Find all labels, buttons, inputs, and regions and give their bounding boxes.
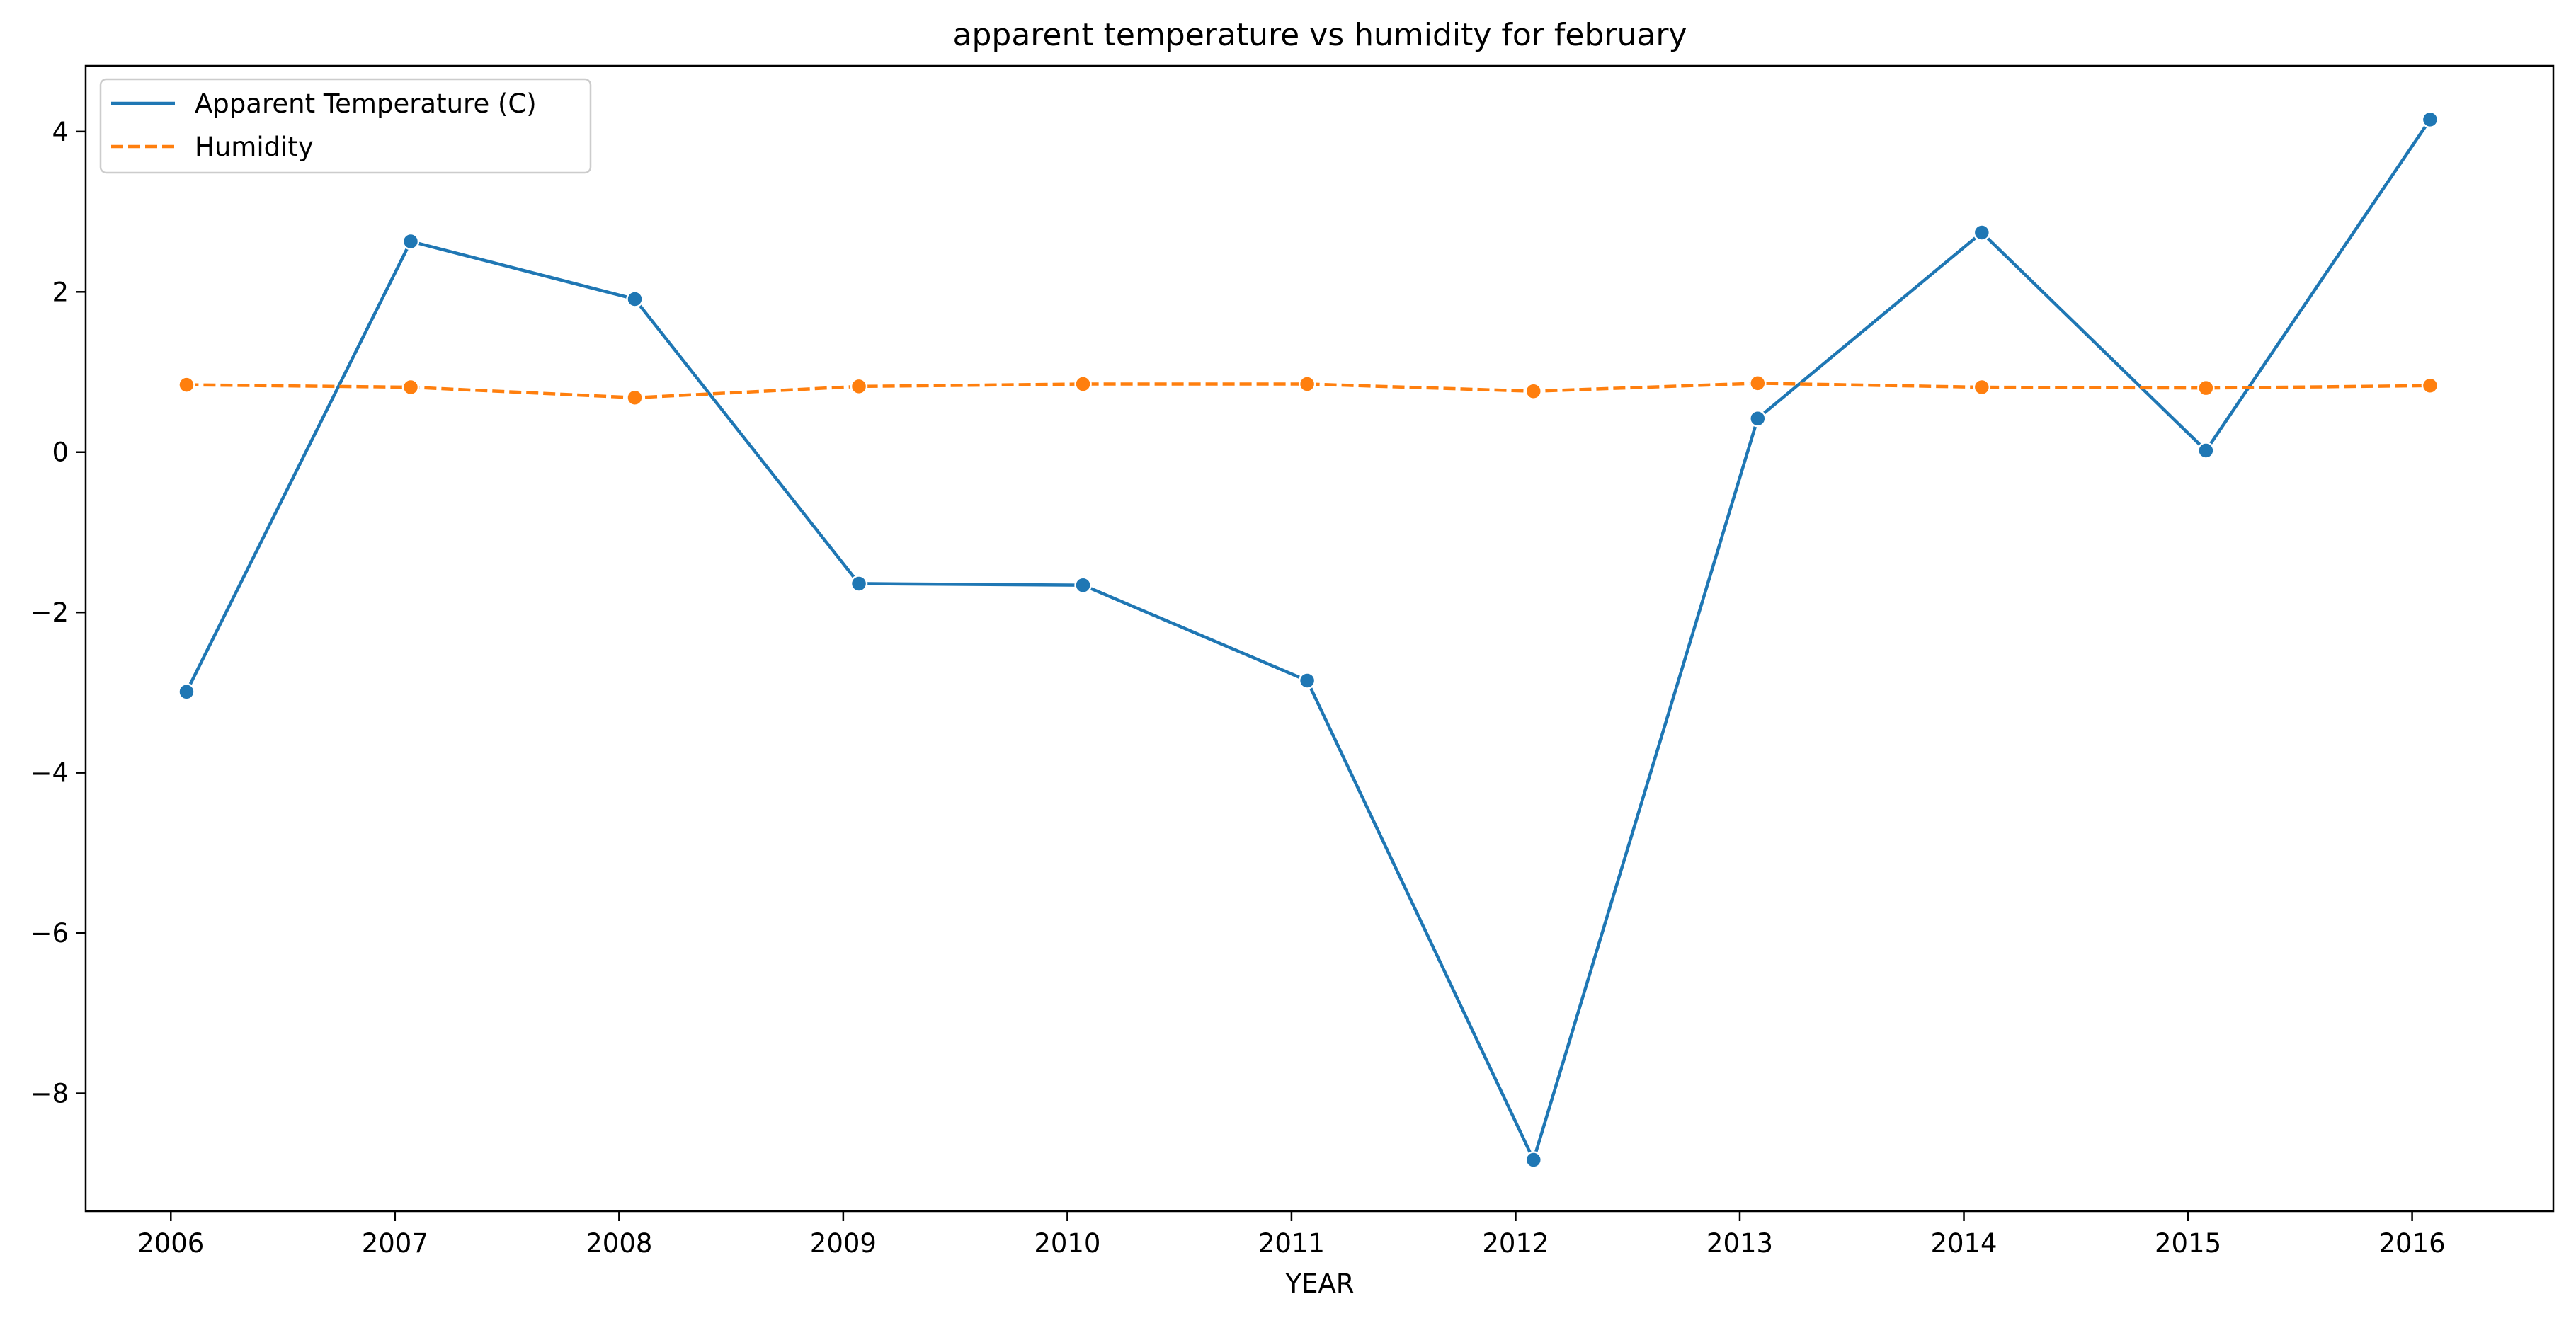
- data-point-apparent-temperature: [401, 232, 420, 251]
- legend-label-apparent-temperature: Apparent Temperature (C): [195, 88, 537, 119]
- data-point-humidity: [1749, 374, 1767, 392]
- x-axis-label: YEAR: [1285, 1268, 1355, 1299]
- plot-frame: [84, 64, 2555, 1213]
- series-line-humidity: [186, 382, 2430, 400]
- data-point-apparent-temperature: [1074, 576, 1092, 594]
- y-tick-label: −8: [30, 1079, 69, 1109]
- data-point-humidity: [850, 377, 868, 396]
- x-tick-label: 2009: [810, 1228, 877, 1259]
- data-point-humidity: [1298, 375, 1316, 393]
- data-point-humidity: [178, 376, 195, 394]
- x-tick-label: 2012: [1482, 1228, 1549, 1259]
- data-point-humidity: [1524, 382, 1543, 400]
- y-tick-label: −6: [30, 918, 69, 949]
- y-tick-label: −4: [30, 758, 69, 789]
- y-tick-label: 4: [52, 117, 69, 147]
- legend: Apparent Temperature (C) Humidity: [99, 78, 592, 174]
- plot-area: [178, 110, 2439, 1169]
- data-point-humidity: [1074, 375, 1092, 393]
- chart-title: apparent temperature vs humidity for feb…: [953, 17, 1687, 53]
- data-point-apparent-temperature: [178, 683, 195, 701]
- data-point-humidity: [1973, 378, 1991, 396]
- data-point-humidity: [401, 378, 420, 396]
- data-point-humidity: [2421, 377, 2439, 395]
- legend-box: [99, 78, 592, 174]
- data-point-apparent-temperature: [850, 575, 868, 592]
- data-point-humidity: [2197, 379, 2215, 397]
- y-tick-label: −2: [30, 597, 69, 628]
- x-tick-label: 2011: [1258, 1228, 1325, 1259]
- y-tick-label: 2: [52, 277, 69, 307]
- x-axis: 2006 2007 2008 2009 2010 2011 2012 2013 2014 2015…: [137, 1211, 2446, 1259]
- x-tick-label: 2014: [1930, 1228, 1997, 1259]
- data-point-apparent-temperature: [1749, 409, 1767, 428]
- x-tick-label: 2013: [1706, 1228, 1773, 1259]
- x-tick-label: 2008: [586, 1228, 652, 1259]
- legend-label-humidity: Humidity: [195, 132, 314, 162]
- data-point-apparent-temperature: [626, 290, 644, 308]
- data-point-apparent-temperature: [2197, 442, 2215, 459]
- data-point-apparent-temperature: [1973, 224, 1991, 241]
- data-point-humidity: [626, 389, 644, 407]
- data-point-apparent-temperature: [1298, 672, 1316, 689]
- x-tick-label: 2010: [1034, 1228, 1100, 1259]
- y-axis: −8 −6 −4 −2 0 2 4: [30, 117, 86, 1109]
- x-tick-label: 2015: [2155, 1228, 2221, 1259]
- x-tick-label: 2006: [137, 1228, 204, 1259]
- x-tick-label: 2007: [362, 1228, 428, 1259]
- x-tick-label: 2016: [2379, 1228, 2446, 1259]
- data-point-apparent-temperature: [2421, 110, 2439, 129]
- data-point-apparent-temperature: [1524, 1151, 1543, 1169]
- y-tick-label: 0: [52, 437, 69, 468]
